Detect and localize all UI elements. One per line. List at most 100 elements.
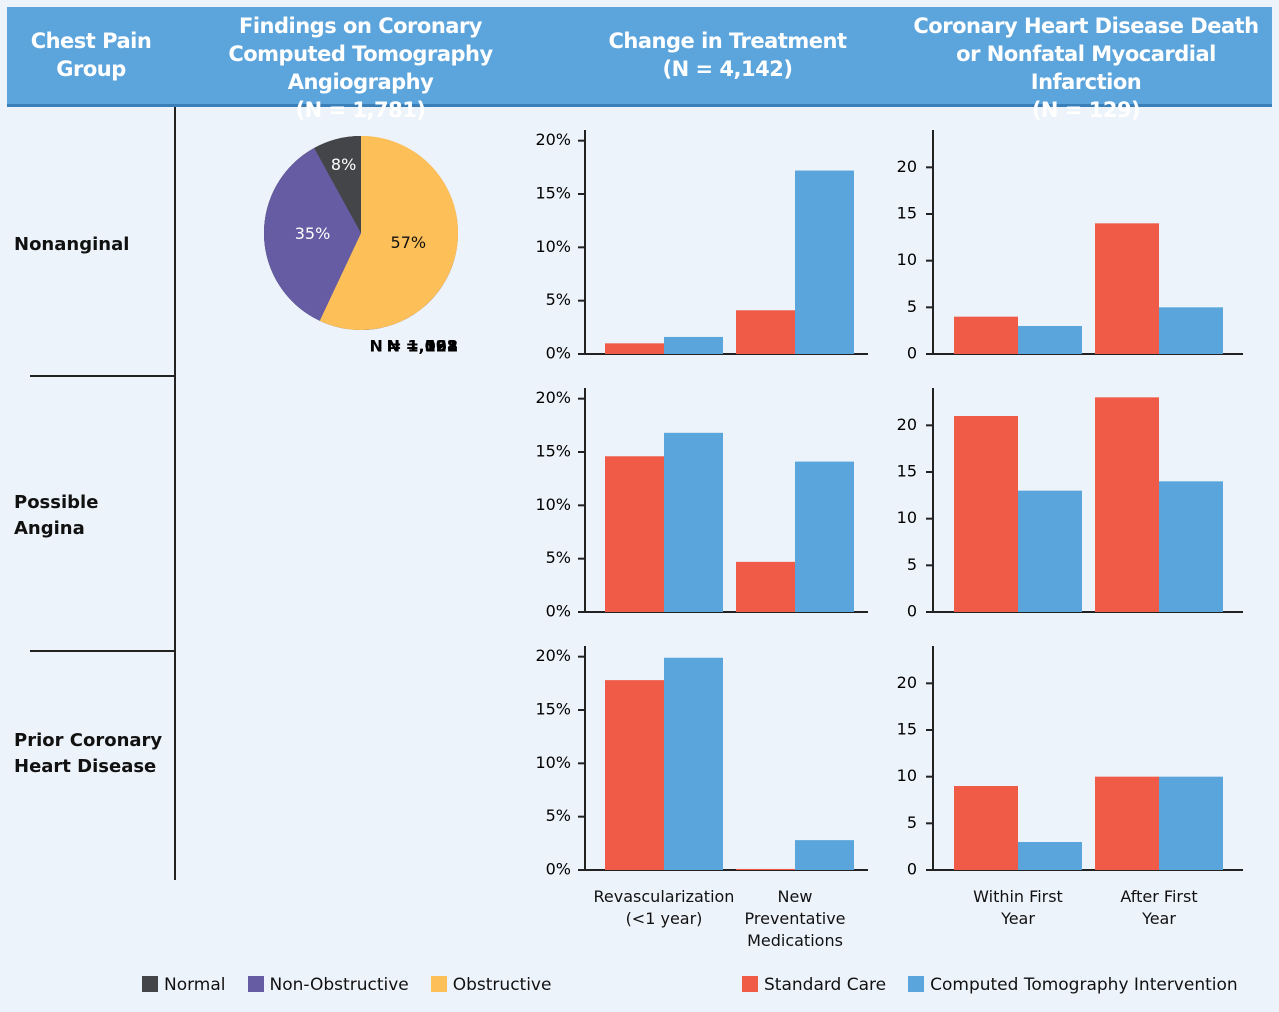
y-tick-label: 5%	[546, 806, 571, 825]
y-tick-label: 0%	[546, 860, 571, 879]
y-tick-label: 0%	[546, 602, 571, 621]
bar	[1159, 776, 1223, 870]
y-tick-label: 10%	[535, 753, 571, 772]
row-label: Prior Coronary Heart Disease	[14, 730, 163, 777]
header-band	[7, 7, 1272, 107]
x-tick-label: Revascularization (<1 year)	[593, 887, 735, 928]
bar	[954, 416, 1018, 612]
y-tick-label: 0	[907, 602, 917, 621]
y-tick-label: 5	[907, 555, 917, 574]
bar	[664, 657, 723, 870]
legend-label: Computed Tomography Intervention	[930, 975, 1238, 995]
bar	[605, 680, 664, 870]
bar	[954, 786, 1018, 870]
y-tick-label: 10	[897, 508, 917, 527]
bar	[1159, 481, 1223, 612]
header-subtitle: (N = 1,781)	[295, 98, 426, 122]
legend-swatch	[742, 976, 758, 992]
y-tick-label: 5%	[546, 290, 571, 309]
header-title: Chest Pain Group	[30, 29, 152, 81]
y-tick-label: 15	[897, 204, 917, 223]
pie-label: 8%	[331, 155, 356, 174]
bar	[1095, 397, 1159, 612]
legend: Standard Care Computed Tomography Interve…	[742, 975, 1238, 995]
bar	[1018, 842, 1082, 870]
bar	[795, 840, 854, 870]
pie-label: 57%	[391, 233, 427, 252]
y-tick-label: 0%	[546, 344, 571, 363]
x-tick-label: New Preventative Medications	[744, 887, 846, 950]
header-title: Findings on Coronary Computed Tomography…	[228, 14, 493, 94]
annotation: N = 162	[387, 337, 458, 356]
bar	[605, 456, 664, 612]
legend-label: Standard Care	[764, 975, 887, 995]
y-tick-label: 0	[907, 860, 917, 879]
x-tick-label: After First Year	[1120, 887, 1198, 928]
bar	[736, 561, 795, 612]
pie-slice	[319, 136, 458, 330]
y-tick-label: 5	[907, 813, 917, 832]
legend-label: Non-Obstructive	[269, 975, 409, 995]
y-tick-label: 20%	[535, 130, 571, 149]
bar	[605, 343, 664, 354]
y-tick-label: 20	[897, 415, 917, 434]
header-cell: Coronary Heart Disease Death or Nonfatal…	[900, 12, 1272, 124]
y-tick-label: 10	[897, 250, 917, 269]
bar	[1018, 490, 1082, 612]
y-tick-label: 20	[897, 673, 917, 692]
header-subtitle: (N = 4,142)	[662, 57, 793, 81]
annotation: N = 591	[387, 337, 458, 356]
bar	[736, 310, 795, 354]
y-tick-label: 15%	[535, 442, 571, 461]
pie-slice	[264, 147, 361, 321]
y-tick-label: 15%	[535, 700, 571, 719]
y-tick-label: 15%	[535, 184, 571, 203]
header-title: Change in Treatment	[608, 29, 847, 53]
y-tick-label: 15	[897, 462, 917, 481]
bar	[1159, 307, 1223, 354]
y-tick-label: 10%	[535, 495, 571, 514]
bar	[954, 316, 1018, 354]
annotation: N = 1,028	[369, 337, 458, 356]
y-tick-label: 20	[897, 157, 917, 176]
row-label: Possible Angina	[14, 492, 99, 539]
legend-item: Normal	[142, 975, 226, 995]
row-label: Nonanginal	[14, 234, 130, 255]
y-tick-label: 15	[897, 720, 917, 739]
y-tick-label: 10%	[535, 237, 571, 256]
legend-item: Obstructive	[430, 975, 552, 995]
bar	[795, 170, 854, 354]
legend-item: Standard Care	[742, 975, 886, 995]
legend-label: Obstructive	[452, 975, 552, 995]
bar	[664, 432, 723, 612]
bar	[1018, 326, 1082, 354]
y-tick-label: 20%	[535, 388, 571, 407]
header-cell: Change in Treatment (N = 4,142)	[555, 27, 900, 83]
y-tick-label: 0	[907, 344, 917, 363]
legend-item: Computed Tomography Intervention	[908, 975, 1238, 995]
pie-label: 35%	[295, 224, 331, 243]
header-cell: Findings on Coronary Computed Tomography…	[178, 12, 543, 124]
header-cell: Chest Pain Group	[7, 27, 175, 83]
legend-swatch	[247, 976, 264, 992]
bar	[736, 868, 795, 870]
y-tick-label: 5	[907, 297, 917, 316]
y-tick-label: 20%	[535, 646, 571, 665]
header-title: Coronary Heart Disease Death or Nonfatal…	[913, 14, 1259, 94]
bar	[795, 461, 854, 612]
bar	[1095, 223, 1159, 354]
pie-slice	[314, 136, 361, 233]
legend-swatch	[142, 976, 158, 992]
bar	[664, 336, 723, 354]
legend-label: Normal	[164, 975, 226, 995]
legend-swatch	[430, 976, 447, 992]
legend-swatch	[908, 976, 925, 992]
legend: Normal Non-Obstructive Obstructive	[142, 975, 551, 995]
y-tick-label: 5%	[546, 548, 571, 567]
legend-item: Non-Obstructive	[247, 975, 409, 995]
x-tick-label: Within First Year	[973, 887, 1063, 928]
header-subtitle: (N = 129)	[1031, 98, 1141, 122]
bar	[1095, 776, 1159, 870]
